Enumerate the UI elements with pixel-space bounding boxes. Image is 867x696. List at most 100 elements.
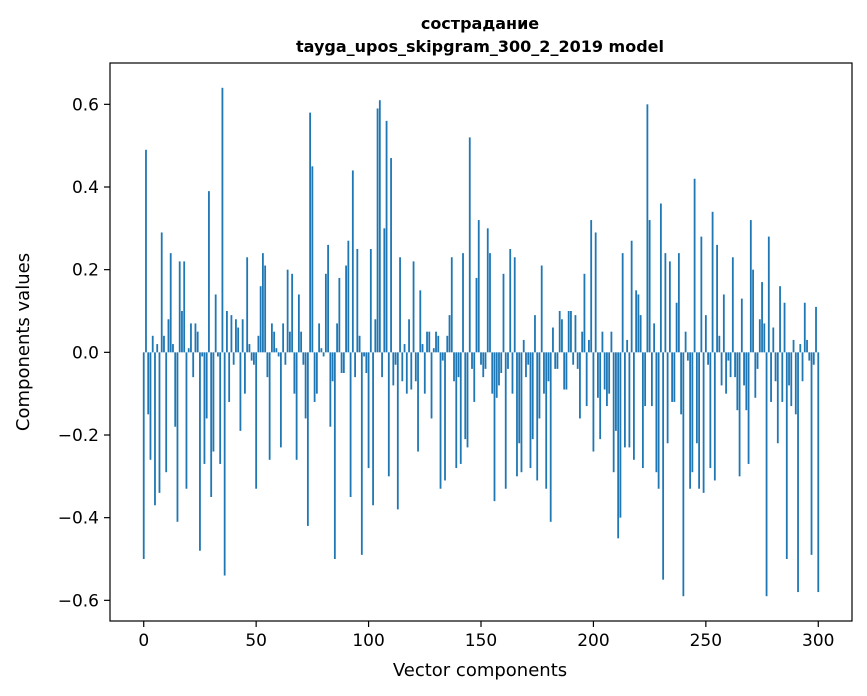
bar-126 (426, 331, 428, 353)
bar-98 (363, 352, 365, 357)
bar-134 (444, 352, 446, 481)
bar-47 (248, 344, 251, 353)
bar-114 (399, 257, 401, 353)
bar-197 (585, 352, 588, 407)
bar-154 (489, 253, 491, 353)
chart-subtitle: tayga_upos_skipgram_300_2_2019 model (296, 37, 664, 56)
bar-46 (246, 257, 249, 353)
bar-253 (711, 211, 714, 353)
bar-67 (293, 352, 296, 394)
bar-156 (493, 352, 496, 502)
bar-205 (603, 352, 606, 390)
bar-147 (473, 352, 476, 402)
bar-85 (333, 352, 336, 559)
bar-7 (158, 352, 161, 493)
bar-188 (565, 352, 568, 390)
bar-231 (662, 352, 665, 580)
bar-93 (351, 170, 354, 353)
bar-132 (439, 352, 442, 489)
bar-194 (579, 352, 581, 419)
bar-145 (468, 137, 471, 353)
bar-90 (345, 265, 347, 353)
bar-289 (792, 339, 795, 353)
bar-12 (169, 253, 172, 353)
bar-212 (619, 352, 622, 518)
bar-104 (376, 108, 379, 353)
bar-295 (806, 339, 808, 353)
bar-198 (588, 339, 590, 353)
bar-164 (511, 352, 514, 394)
bar-9 (163, 335, 165, 353)
bar-225 (648, 220, 651, 353)
bar-75 (311, 166, 314, 353)
bar-54 (264, 265, 267, 353)
bar-189 (567, 311, 570, 353)
bar-1 (145, 149, 147, 353)
bar-102 (372, 352, 374, 506)
y-tick-label: −0.6 (58, 591, 99, 611)
bar-213 (621, 253, 624, 353)
bar-293 (801, 352, 804, 382)
bar-142 (462, 253, 464, 353)
bar-101 (369, 249, 372, 353)
bar-175 (536, 352, 539, 481)
bar-51 (257, 335, 260, 353)
bar-97 (360, 352, 363, 555)
bar-227 (653, 323, 656, 353)
bar-50 (255, 352, 258, 489)
bar-86 (336, 323, 338, 353)
bar-137 (450, 257, 453, 353)
bar-219 (635, 290, 638, 353)
bar-81 (324, 273, 327, 353)
bar-24 (196, 331, 199, 353)
bar-118 (408, 319, 410, 353)
x-tick-label: 100 (352, 631, 384, 651)
bar-3 (149, 352, 152, 460)
bar-191 (572, 352, 575, 365)
bar-123 (419, 290, 422, 353)
bar-113 (396, 352, 399, 510)
bar-35 (221, 87, 224, 353)
bar-83 (329, 352, 332, 427)
bar-89 (342, 352, 345, 373)
bar-11 (167, 319, 170, 353)
bar-300 (817, 352, 820, 593)
bar-179 (545, 352, 548, 489)
bar-262 (731, 257, 734, 353)
bar-107 (383, 228, 386, 353)
bar-143 (464, 352, 467, 440)
bar-42 (237, 327, 240, 353)
bar-264 (736, 352, 739, 411)
bar-261 (729, 352, 732, 378)
bar-66 (291, 273, 294, 353)
bar-233 (666, 352, 669, 444)
bar-203 (599, 352, 602, 440)
bar-33 (217, 352, 219, 357)
y-tick-label: −0.2 (58, 426, 99, 446)
bar-4 (151, 335, 154, 353)
bar-48 (250, 352, 253, 361)
bar-292 (799, 344, 802, 353)
bar-216 (628, 352, 631, 448)
bar-0 (142, 352, 145, 559)
bar-165 (513, 257, 516, 353)
bar-186 (561, 319, 563, 353)
y-tick-label: 0.6 (72, 95, 99, 115)
bar-252 (709, 352, 712, 469)
bar-20 (187, 348, 190, 353)
bar-163 (509, 249, 512, 353)
bar-130 (435, 331, 437, 353)
bar-68 (295, 352, 298, 460)
bar-204 (601, 331, 604, 353)
bar-263 (734, 352, 736, 378)
bar-38 (228, 352, 231, 402)
bar-16 (178, 261, 181, 353)
bar-247 (698, 352, 700, 489)
bar-171 (527, 352, 530, 365)
bar-27 (203, 352, 206, 464)
bar-45 (244, 352, 246, 394)
bar-74 (309, 112, 312, 353)
bar-234 (668, 261, 671, 353)
